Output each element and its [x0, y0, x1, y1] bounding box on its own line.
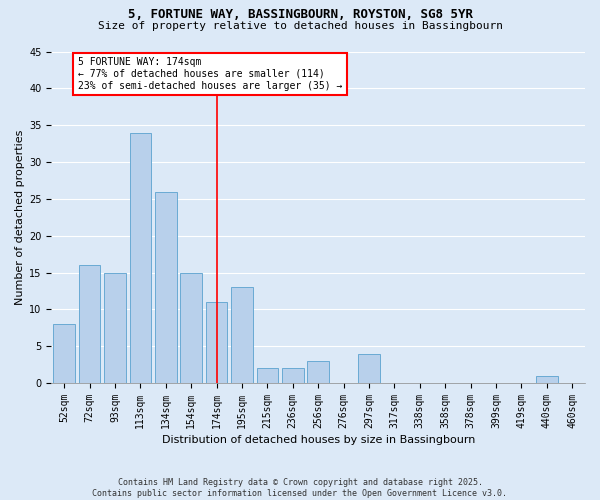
Bar: [307, 361, 329, 383]
Bar: [181, 272, 202, 383]
Bar: [536, 376, 557, 383]
Bar: [53, 324, 75, 383]
Bar: [79, 265, 100, 383]
Bar: [358, 354, 380, 383]
Bar: [282, 368, 304, 383]
Text: Contains HM Land Registry data © Crown copyright and database right 2025.
Contai: Contains HM Land Registry data © Crown c…: [92, 478, 508, 498]
Y-axis label: Number of detached properties: Number of detached properties: [15, 130, 25, 305]
Bar: [257, 368, 278, 383]
Bar: [206, 302, 227, 383]
X-axis label: Distribution of detached houses by size in Bassingbourn: Distribution of detached houses by size …: [161, 435, 475, 445]
Bar: [130, 132, 151, 383]
Bar: [155, 192, 176, 383]
Text: 5 FORTUNE WAY: 174sqm
← 77% of detached houses are smaller (114)
23% of semi-det: 5 FORTUNE WAY: 174sqm ← 77% of detached …: [78, 58, 343, 90]
Text: Size of property relative to detached houses in Bassingbourn: Size of property relative to detached ho…: [97, 21, 503, 31]
Bar: [104, 272, 126, 383]
Bar: [231, 288, 253, 383]
Text: 5, FORTUNE WAY, BASSINGBOURN, ROYSTON, SG8 5YR: 5, FORTUNE WAY, BASSINGBOURN, ROYSTON, S…: [128, 8, 473, 20]
